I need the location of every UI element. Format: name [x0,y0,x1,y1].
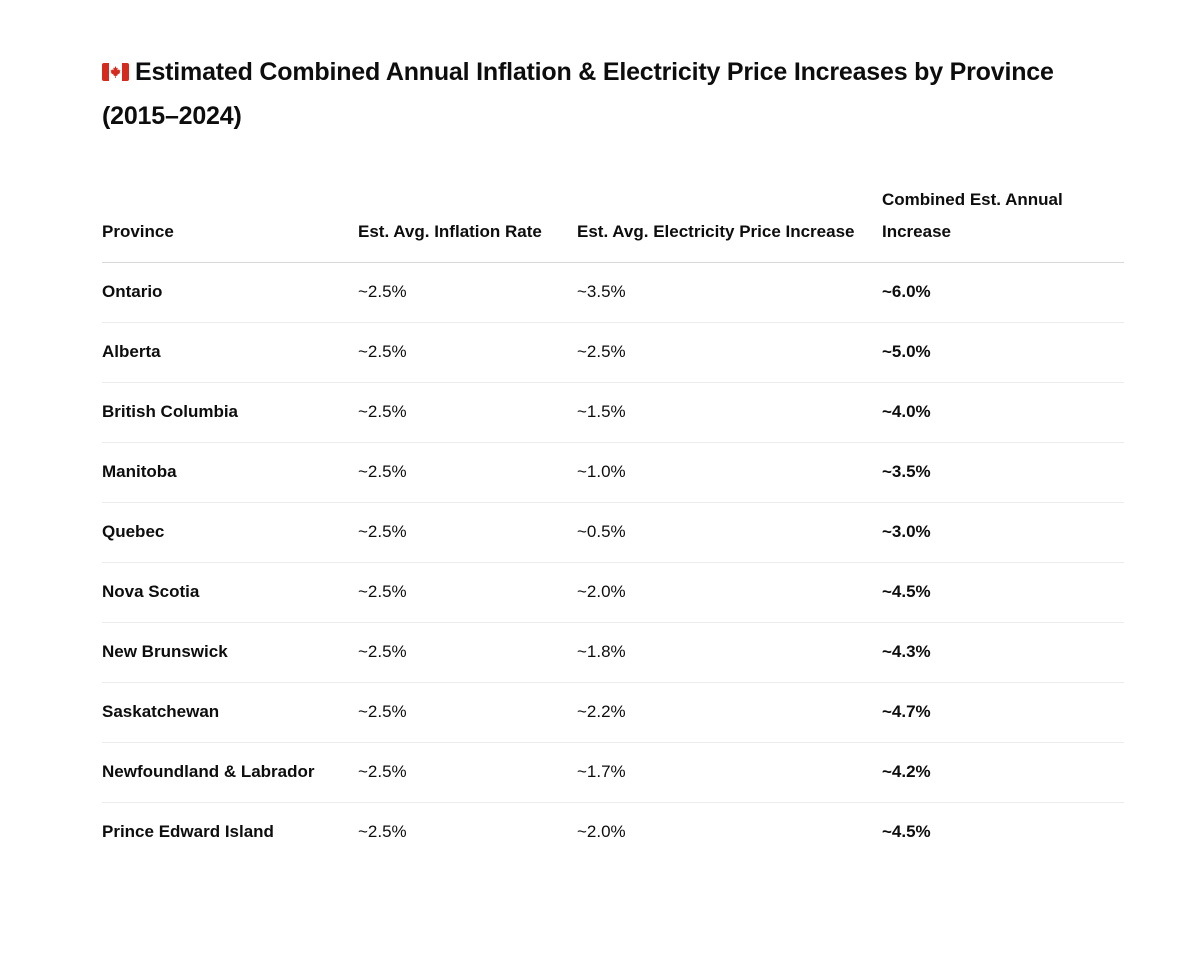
inflation-cell: ~2.5% [358,262,577,323]
page-title-text: Estimated Combined Annual Inflation & El… [102,58,1054,130]
electricity-cell: ~2.0% [577,822,626,841]
table-row: Manitoba ~2.5% ~1.0% ~3.5% [102,442,1124,503]
electricity-cell: ~2.5% [577,322,882,383]
table-row: Quebec ~2.5% ~0.5% ~3.0% [102,502,1124,563]
electricity-cell: ~1.7% [577,742,882,803]
combined-cell: ~4.5% [882,822,931,841]
header-combined: Combined Est. Annual Increase [882,184,1124,263]
province-cell: Nova Scotia [102,562,358,623]
electricity-cell: ~0.5% [577,502,882,563]
province-cell: Newfoundland & Labrador [102,742,358,803]
inflation-cell: ~2.5% [358,682,577,743]
document-content: Estimated Combined Annual Inflation & El… [102,50,1124,862]
inflation-cell: ~2.5% [358,742,577,803]
province-cell: Prince Edward Island [102,822,274,841]
combined-cell: ~4.5% [882,562,1124,623]
combined-cell: ~3.5% [882,442,1124,503]
table-row: Newfoundland & Labrador ~2.5% ~1.7% ~4.2… [102,742,1124,803]
province-cell: Saskatchewan [102,682,358,743]
electricity-cell: ~1.8% [577,622,882,683]
inflation-cell: ~2.5% [358,622,577,683]
canada-flag-icon [102,63,129,81]
inflation-cell: ~2.5% [358,502,577,563]
table-row: British Columbia ~2.5% ~1.5% ~4.0% [102,382,1124,443]
electricity-cell: ~1.0% [577,442,882,503]
combined-cell: ~5.0% [882,322,1124,383]
header-electricity: Est. Avg. Electricity Price Increase [577,184,882,263]
inflation-cell: ~2.5% [358,822,407,841]
electricity-cell: ~2.2% [577,682,882,743]
page-title: Estimated Combined Annual Inflation & El… [102,50,1124,138]
combined-cell: ~6.0% [882,262,1124,323]
table-row: New Brunswick ~2.5% ~1.8% ~4.3% [102,622,1124,683]
province-cell: British Columbia [102,382,358,443]
table-row: Prince Edward Island ~2.5% ~2.0% ~4.5% [102,803,1124,863]
province-cell: Manitoba [102,442,358,503]
combined-cell: ~4.2% [882,742,1124,803]
combined-cell: ~4.0% [882,382,1124,443]
inflation-cell: ~2.5% [358,562,577,623]
inflation-cell: ~2.5% [358,382,577,443]
table-row: Saskatchewan ~2.5% ~2.2% ~4.7% [102,682,1124,743]
table-row: Nova Scotia ~2.5% ~2.0% ~4.5% [102,562,1124,623]
province-table: Province Est. Avg. Inflation Rate Est. A… [102,184,1124,862]
province-cell: New Brunswick [102,622,358,683]
table-row: Ontario ~2.5% ~3.5% ~6.0% [102,262,1124,323]
header-inflation: Est. Avg. Inflation Rate [358,184,577,263]
province-cell: Alberta [102,322,358,383]
combined-cell: ~3.0% [882,502,1124,563]
electricity-cell: ~2.0% [577,562,882,623]
electricity-cell: ~1.5% [577,382,882,443]
combined-cell: ~4.7% [882,682,1124,743]
table-header-row: Province Est. Avg. Inflation Rate Est. A… [102,184,1124,263]
combined-cell: ~4.3% [882,622,1124,683]
province-cell: Ontario [102,262,358,323]
header-province: Province [102,184,358,263]
electricity-cell: ~3.5% [577,262,882,323]
inflation-cell: ~2.5% [358,442,577,503]
table-row: Alberta ~2.5% ~2.5% ~5.0% [102,322,1124,383]
inflation-cell: ~2.5% [358,322,577,383]
province-cell: Quebec [102,502,358,563]
